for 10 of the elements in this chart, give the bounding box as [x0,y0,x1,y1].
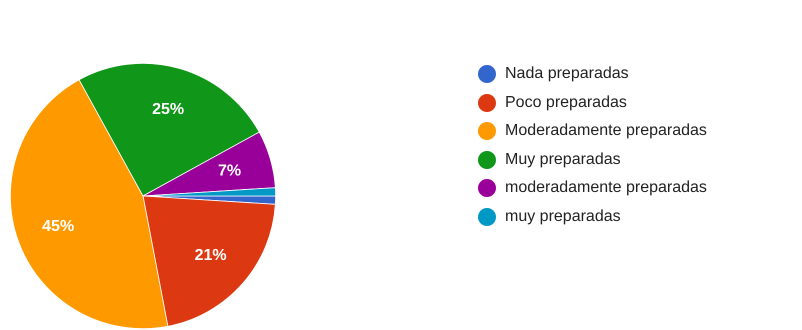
legend-label: Muy preparadas [505,150,621,169]
data-label: 25% [152,100,184,118]
legend-label: moderadamente preparadas [505,179,707,198]
data-label: 21% [194,247,227,264]
legend-label: Poco preparadas [505,94,627,112]
legend-label: Moderadamente preparadas [505,122,707,140]
legend-label: muy preparadas [505,208,621,226]
data-label: 45% [42,218,74,235]
data-label: 7% [218,162,242,180]
legend-label: Nada preparadas [505,65,629,84]
